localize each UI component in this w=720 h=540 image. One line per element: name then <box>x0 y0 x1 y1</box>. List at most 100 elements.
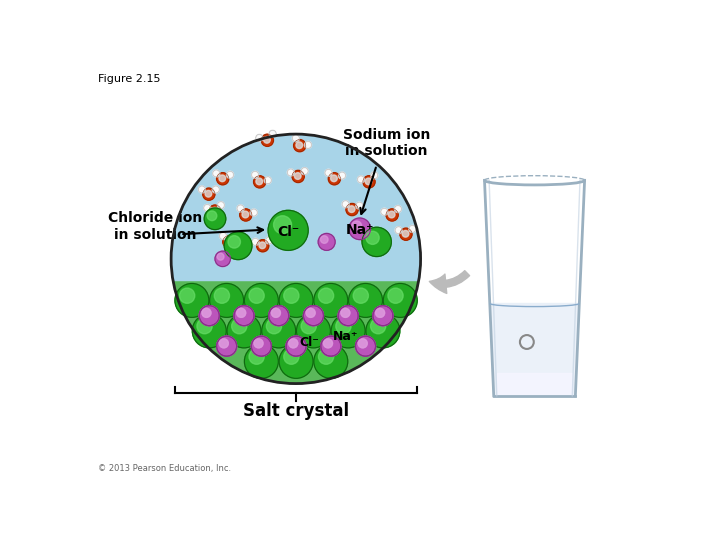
Circle shape <box>371 172 378 179</box>
Circle shape <box>396 207 400 211</box>
Circle shape <box>237 308 246 318</box>
Circle shape <box>264 137 270 143</box>
Circle shape <box>356 202 363 209</box>
Circle shape <box>314 345 348 379</box>
Circle shape <box>264 177 271 184</box>
Circle shape <box>331 314 365 348</box>
Circle shape <box>219 175 225 181</box>
Circle shape <box>359 339 367 348</box>
Circle shape <box>233 235 240 242</box>
Polygon shape <box>174 282 418 383</box>
Circle shape <box>330 175 337 181</box>
Circle shape <box>256 134 263 141</box>
Circle shape <box>303 306 323 326</box>
Circle shape <box>205 191 212 197</box>
Circle shape <box>244 345 279 379</box>
Circle shape <box>286 336 306 356</box>
Circle shape <box>297 314 330 348</box>
Circle shape <box>361 232 374 244</box>
Polygon shape <box>490 303 580 396</box>
Circle shape <box>217 253 224 260</box>
Circle shape <box>359 228 366 235</box>
Circle shape <box>388 288 403 303</box>
Circle shape <box>284 288 299 303</box>
Circle shape <box>220 339 228 348</box>
Circle shape <box>224 232 252 260</box>
Circle shape <box>328 173 341 185</box>
Circle shape <box>366 231 379 245</box>
Circle shape <box>356 336 376 356</box>
Circle shape <box>227 171 233 178</box>
Circle shape <box>294 173 301 179</box>
Circle shape <box>219 203 223 207</box>
Circle shape <box>301 319 316 334</box>
Circle shape <box>356 336 376 356</box>
Circle shape <box>318 233 335 251</box>
Circle shape <box>338 306 358 326</box>
Circle shape <box>234 306 254 326</box>
Circle shape <box>292 170 305 183</box>
Circle shape <box>251 171 258 178</box>
Text: Sodium ion
in solution: Sodium ion in solution <box>343 128 431 158</box>
Circle shape <box>362 227 392 256</box>
Circle shape <box>205 206 210 210</box>
Circle shape <box>386 209 398 221</box>
Circle shape <box>267 238 271 242</box>
Circle shape <box>400 228 412 240</box>
Circle shape <box>289 339 298 348</box>
Circle shape <box>360 230 364 234</box>
Circle shape <box>402 231 409 237</box>
Circle shape <box>199 306 220 326</box>
Circle shape <box>228 173 233 177</box>
Circle shape <box>354 288 369 303</box>
Circle shape <box>215 288 230 303</box>
Circle shape <box>294 136 298 140</box>
Circle shape <box>221 234 225 238</box>
Circle shape <box>320 236 328 244</box>
Circle shape <box>227 314 261 348</box>
Circle shape <box>214 171 218 176</box>
Circle shape <box>212 186 220 193</box>
Polygon shape <box>497 373 572 396</box>
Circle shape <box>252 211 256 215</box>
Circle shape <box>381 208 388 215</box>
Circle shape <box>371 319 386 334</box>
Circle shape <box>271 308 280 318</box>
Circle shape <box>364 234 370 241</box>
Circle shape <box>256 178 263 185</box>
Circle shape <box>259 242 266 249</box>
Circle shape <box>254 339 263 348</box>
Text: Cl⁻: Cl⁻ <box>277 225 300 239</box>
Circle shape <box>199 306 220 326</box>
Circle shape <box>318 288 333 303</box>
Circle shape <box>237 308 246 318</box>
Circle shape <box>253 176 266 188</box>
Circle shape <box>197 319 212 334</box>
Circle shape <box>372 232 379 239</box>
Circle shape <box>306 308 315 318</box>
Circle shape <box>373 306 393 326</box>
Circle shape <box>372 173 377 178</box>
Circle shape <box>395 205 402 213</box>
Circle shape <box>232 319 247 334</box>
Circle shape <box>284 349 299 365</box>
Circle shape <box>301 167 308 174</box>
Circle shape <box>271 308 280 318</box>
Circle shape <box>409 225 416 232</box>
Circle shape <box>302 169 307 173</box>
Circle shape <box>225 238 232 245</box>
Circle shape <box>341 308 350 318</box>
Circle shape <box>234 306 254 326</box>
Circle shape <box>220 232 227 240</box>
Circle shape <box>175 284 209 318</box>
Circle shape <box>292 134 300 142</box>
Text: Na⁺: Na⁺ <box>346 224 374 238</box>
Circle shape <box>271 132 275 136</box>
Circle shape <box>202 308 211 318</box>
Circle shape <box>279 345 313 379</box>
Circle shape <box>249 288 264 303</box>
Circle shape <box>325 169 332 177</box>
Circle shape <box>252 238 259 245</box>
Circle shape <box>359 339 367 348</box>
Circle shape <box>251 336 271 356</box>
